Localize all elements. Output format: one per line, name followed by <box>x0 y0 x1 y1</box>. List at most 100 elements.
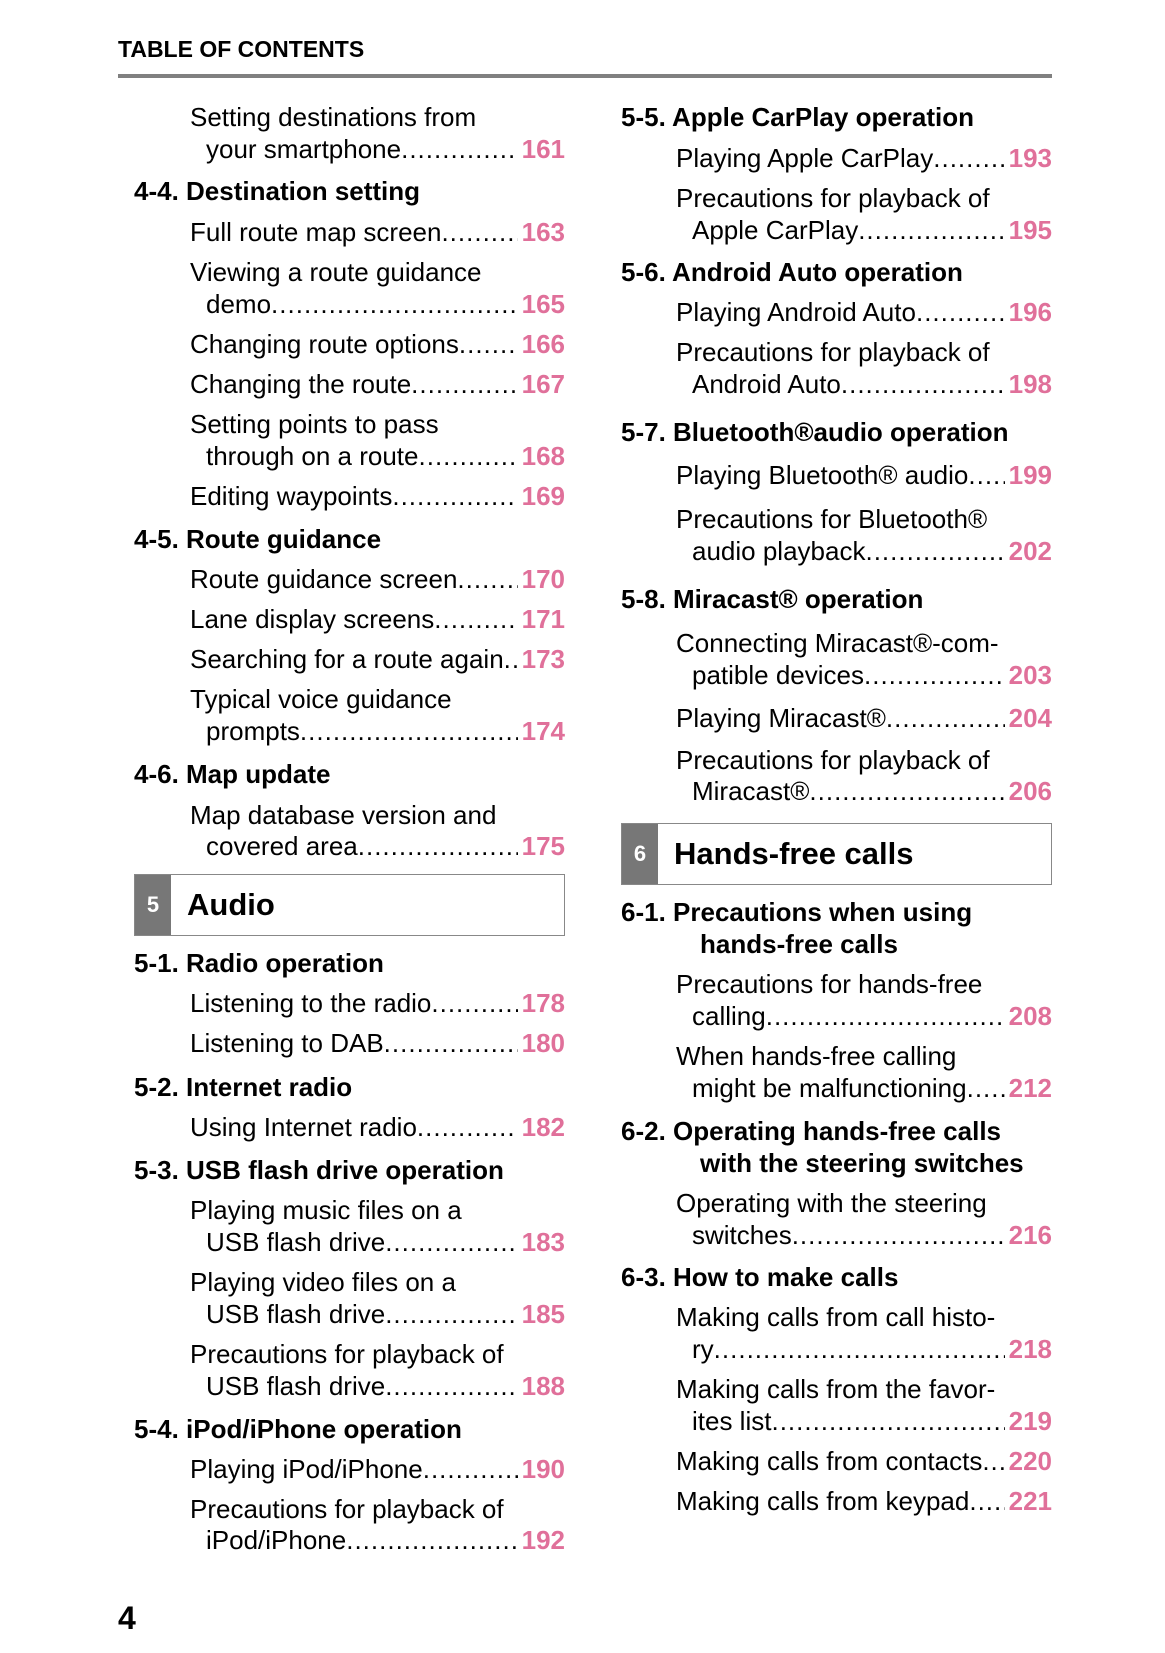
toc-entry[interactable]: might be malfunctioning.................… <box>692 1072 1052 1104</box>
page-link[interactable]: 192 <box>521 1525 565 1556</box>
toc-entry[interactable]: iPod/iPhone.............................… <box>206 1524 565 1556</box>
entry-text: switches <box>692 1219 792 1250</box>
toc-entry[interactable]: your smartphone.........................… <box>206 133 565 165</box>
toc-entry[interactable]: Playing video files on a <box>190 1266 456 1298</box>
toc-entry[interactable]: Playing music files on a <box>190 1194 462 1226</box>
page-link[interactable]: 212 <box>1008 1072 1052 1103</box>
page-link[interactable]: 178 <box>521 987 565 1018</box>
toc-entry[interactable]: Precautions for hands-free <box>676 968 982 1000</box>
page-link[interactable]: 175 <box>521 831 565 862</box>
page-link[interactable]: 202 <box>1008 536 1052 567</box>
page-link[interactable]: 190 <box>521 1453 565 1484</box>
page-link[interactable]: 165 <box>521 288 565 319</box>
page-link[interactable]: 173 <box>521 644 565 675</box>
page-link[interactable]: 208 <box>1008 1000 1052 1031</box>
page-link[interactable]: 196 <box>1008 297 1052 328</box>
page-link[interactable]: 161 <box>521 134 565 165</box>
page-link[interactable]: 182 <box>521 1111 565 1142</box>
toc-entry[interactable]: Making calls from contacts..............… <box>676 1445 1052 1477</box>
page-link[interactable]: 203 <box>1008 660 1052 690</box>
toc-entry[interactable]: demo....................................… <box>206 288 565 320</box>
toc-entry[interactable]: Viewing a route guidance <box>190 256 482 288</box>
toc-entry[interactable]: When hands-free calling <box>676 1040 956 1072</box>
page-link[interactable]: 193 <box>1008 142 1052 173</box>
entry-text: Map database version and <box>190 799 497 830</box>
toc-entry[interactable]: Setting destinations from <box>190 101 476 133</box>
toc-entry[interactable]: Android Auto............................… <box>692 368 1052 400</box>
toc-entry[interactable]: Changing the route......................… <box>190 368 565 400</box>
page-link[interactable]: 163 <box>521 216 565 247</box>
page-link[interactable]: 221 <box>1008 1486 1052 1517</box>
toc-entry[interactable]: Precautions for playback of <box>676 744 990 776</box>
toc-entry[interactable]: Lane display screens....................… <box>190 603 565 635</box>
page-link[interactable]: 183 <box>521 1227 565 1258</box>
toc-entry[interactable]: ry......................................… <box>692 1333 1052 1365</box>
page-link[interactable]: 180 <box>521 1028 565 1059</box>
section-heading: 6-1. Precautions when using <box>621 896 972 928</box>
toc-entry[interactable]: Map database version and <box>190 799 496 831</box>
toc-entry[interactable]: covered area............................… <box>206 830 565 862</box>
page-link[interactable]: 171 <box>521 603 565 634</box>
page-link[interactable]: 185 <box>521 1299 565 1330</box>
toc-entry[interactable]: Editing waypoints.......................… <box>190 480 565 512</box>
toc-entry[interactable]: switches................................… <box>692 1219 1052 1251</box>
toc-entry[interactable]: Precautions for Bluetooth® <box>676 503 987 535</box>
toc-entry[interactable]: Precautions for playback of <box>190 1338 504 1370</box>
toc-entry[interactable]: patible devices.........................… <box>692 659 1052 691</box>
page-link[interactable]: 199 <box>1008 460 1052 491</box>
toc-entry[interactable]: Changing route options..................… <box>190 328 565 360</box>
toc-entry[interactable]: audio playback..........................… <box>692 535 1052 567</box>
entry-text: Precautions for Bluetooth® <box>676 504 988 535</box>
page-link[interactable]: 170 <box>521 563 565 594</box>
toc-entry[interactable]: Apple CarPlay...........................… <box>692 214 1052 246</box>
toc-entry[interactable]: Route guidance screen...................… <box>190 563 565 595</box>
page-link[interactable]: 169 <box>521 481 565 512</box>
toc-entry[interactable]: Using Internet radio....................… <box>190 1111 565 1143</box>
toc-entry[interactable]: USB flash drive.........................… <box>206 1226 565 1258</box>
dot-leader: ........................................… <box>765 1000 1005 1031</box>
page-link[interactable]: 206 <box>1008 776 1052 807</box>
toc-entry[interactable]: USB flash drive.........................… <box>206 1298 565 1330</box>
toc-entry[interactable]: Playing iPod/iPhone.....................… <box>190 1453 565 1485</box>
toc-entry[interactable]: Playing Bluetooth® audio................… <box>676 459 1052 491</box>
toc-entry[interactable]: Connecting Miracast®-com- <box>676 627 999 659</box>
toc-entry[interactable]: Listening to the radio..................… <box>190 987 565 1019</box>
toc-entry[interactable]: Making calls from keypad................… <box>676 1485 1052 1517</box>
page-link[interactable]: 167 <box>521 369 565 400</box>
page-link[interactable]: 219 <box>1008 1405 1052 1436</box>
toc-entry[interactable]: Typical voice guidance <box>190 683 452 715</box>
page-link[interactable]: 174 <box>521 716 565 747</box>
page-link[interactable]: 188 <box>521 1370 565 1401</box>
toc-entry[interactable]: Operating with the steering <box>676 1187 987 1219</box>
chapter-box[interactable]: 6 Hands-free calls <box>621 823 1052 886</box>
toc-entry[interactable]: USB flash drive.........................… <box>206 1370 565 1402</box>
toc-entry[interactable]: Miracast®...............................… <box>692 775 1052 807</box>
toc-entry[interactable]: Making calls from the favor- <box>676 1373 995 1405</box>
page-link[interactable]: 216 <box>1008 1219 1052 1250</box>
toc-entry[interactable]: Full route map screen...................… <box>190 216 565 248</box>
toc-entry[interactable]: Precautions for playback of <box>676 336 990 368</box>
toc-entry[interactable]: Making calls from call histo- <box>676 1301 995 1333</box>
page-link[interactable]: 168 <box>521 440 565 471</box>
toc-entry[interactable]: Playing Apple CarPlay...................… <box>676 142 1052 174</box>
toc-entry[interactable]: ites list...............................… <box>692 1405 1052 1437</box>
toc-entry[interactable]: prompts.................................… <box>206 715 565 747</box>
page-link[interactable]: 218 <box>1008 1333 1052 1364</box>
toc-entry[interactable]: Playing Android Auto....................… <box>676 296 1052 328</box>
toc-entry[interactable]: Listening to DAB........................… <box>190 1027 565 1059</box>
entry-text: Android Auto <box>692 369 841 400</box>
toc-entry[interactable]: Precautions for playback of <box>190 1493 504 1525</box>
toc-entry[interactable]: Playing Miracast®.......................… <box>676 702 1052 734</box>
page-link[interactable]: 220 <box>1008 1446 1052 1477</box>
toc-entry[interactable]: Setting points to pass <box>190 408 439 440</box>
toc-entry[interactable]: Searching for a route again.............… <box>190 643 565 675</box>
page-link[interactable]: 195 <box>1008 214 1052 245</box>
toc-entry[interactable]: calling.................................… <box>692 1000 1052 1032</box>
toc-entry[interactable]: through on a route......................… <box>206 440 565 472</box>
dot-leader: ........................................… <box>385 1299 517 1330</box>
page-link[interactable]: 198 <box>1008 369 1052 400</box>
toc-entry[interactable]: Precautions for playback of <box>676 182 990 214</box>
page-link[interactable]: 166 <box>521 328 565 359</box>
page-link[interactable]: 204 <box>1008 703 1052 734</box>
chapter-box[interactable]: 5 Audio <box>134 873 565 936</box>
